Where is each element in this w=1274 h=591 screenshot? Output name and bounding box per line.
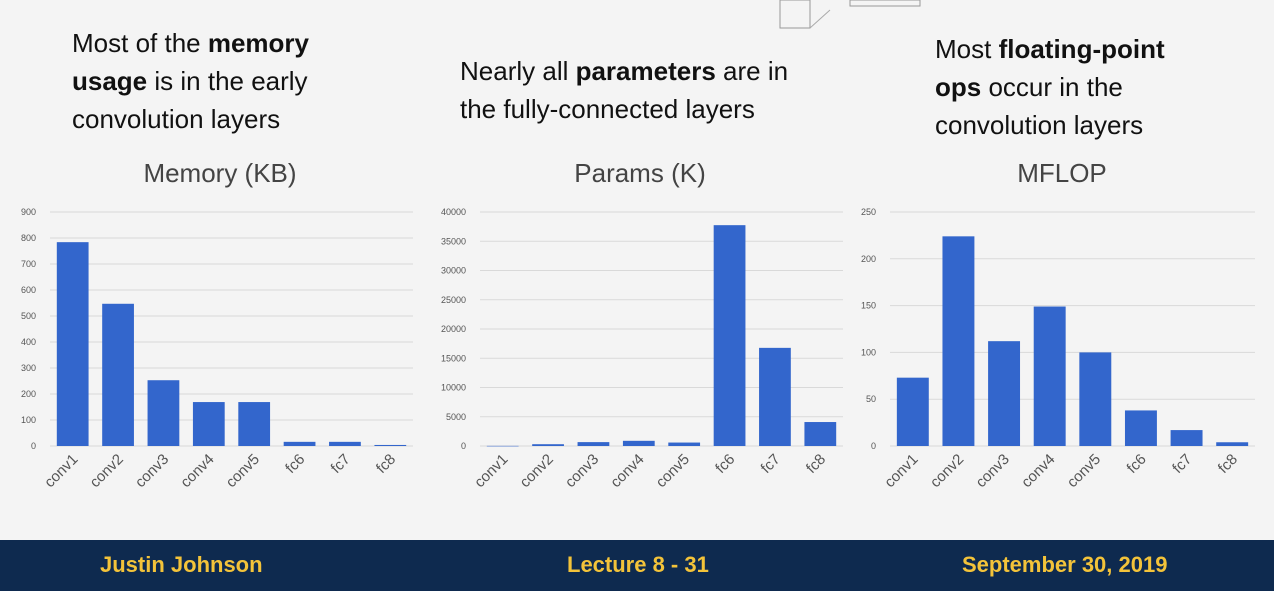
y-tick-label: 10000 bbox=[441, 383, 466, 393]
architecture-figure-fragment bbox=[779, 0, 921, 29]
mflop-bar-chart: 0 50 100 150 200 250 conv1 conv2 conv3 conv4 conv5… bbox=[861, 207, 1255, 491]
bar-conv3 bbox=[988, 341, 1021, 446]
bar-conv5 bbox=[1079, 352, 1112, 446]
bar-conv4 bbox=[1033, 306, 1066, 446]
y-tick-label: 150 bbox=[861, 301, 876, 311]
footer-date: September 30, 2019 bbox=[962, 552, 1168, 577]
bar-fc8 bbox=[804, 422, 837, 446]
y-tick-label: 500 bbox=[21, 311, 36, 321]
bar-conv1 bbox=[486, 445, 519, 447]
y-tick-label: 900 bbox=[21, 207, 36, 217]
x-tick-label: fc7 bbox=[758, 451, 784, 477]
x-tick-label: conv4 bbox=[607, 451, 647, 491]
y-tick-label: 5000 bbox=[446, 412, 466, 422]
y-tick-label: 25000 bbox=[441, 295, 466, 305]
bar-conv3 bbox=[577, 442, 610, 446]
chart-title-mflop: MFLOP bbox=[1017, 158, 1107, 188]
bar-conv2 bbox=[942, 236, 975, 446]
footer-author: Justin Johnson bbox=[100, 552, 263, 577]
bar-fc8 bbox=[1216, 442, 1249, 446]
x-tick-label: conv5 bbox=[1064, 451, 1104, 491]
x-tick-label: conv5 bbox=[653, 451, 693, 491]
y-tick-label: 100 bbox=[861, 347, 876, 357]
y-tick-label: 200 bbox=[21, 389, 36, 399]
chart-title-memory: Memory (KB) bbox=[143, 158, 297, 188]
x-tick-label: conv4 bbox=[177, 451, 217, 491]
caption-memory: Most of the memory usage is in the early… bbox=[72, 28, 309, 134]
y-tick-label: 50 bbox=[866, 394, 876, 404]
x-tick-label: conv3 bbox=[973, 451, 1013, 491]
x-tick-label: fc8 bbox=[1215, 451, 1241, 477]
bar-conv1 bbox=[56, 242, 89, 446]
footer-lecture: Lecture 8 - 31 bbox=[567, 552, 709, 577]
caption-params: Nearly all parameters are in the fully-c… bbox=[460, 56, 789, 124]
y-tick-label: 250 bbox=[861, 207, 876, 217]
y-tick-label: 700 bbox=[21, 259, 36, 269]
x-tick-label: conv1 bbox=[471, 451, 511, 491]
x-tick-label: conv2 bbox=[517, 451, 557, 491]
bar-conv2 bbox=[102, 303, 134, 446]
bar-fc8 bbox=[374, 444, 407, 446]
x-tick-label: conv4 bbox=[1018, 451, 1058, 491]
bar-conv4 bbox=[192, 402, 225, 446]
y-tick-label: 0 bbox=[871, 441, 876, 451]
y-tick-label: 800 bbox=[21, 233, 36, 243]
x-tick-label: fc6 bbox=[282, 451, 308, 477]
x-tick-label: conv2 bbox=[87, 451, 127, 491]
x-tick-label: fc7 bbox=[328, 451, 354, 477]
x-tick-label: fc8 bbox=[373, 451, 399, 477]
x-tick-label: conv2 bbox=[927, 451, 967, 491]
bar-fc6 bbox=[283, 441, 316, 446]
bar-fc7 bbox=[329, 441, 361, 446]
y-tick-label: 100 bbox=[21, 415, 36, 425]
x-tick-label: fc6 bbox=[712, 451, 738, 477]
y-tick-label: 400 bbox=[21, 337, 36, 347]
bar-conv2 bbox=[532, 444, 564, 446]
x-tick-label: conv3 bbox=[562, 451, 602, 491]
bar-conv5 bbox=[238, 402, 271, 446]
y-tick-label: 40000 bbox=[441, 207, 466, 217]
y-tick-label: 35000 bbox=[441, 236, 466, 246]
bar-conv3 bbox=[147, 380, 180, 446]
caption-flops: Most floating-point ops occur in the con… bbox=[935, 34, 1165, 140]
bar-conv5 bbox=[668, 442, 701, 446]
x-tick-label: fc7 bbox=[1169, 451, 1195, 477]
bar-fc6 bbox=[713, 225, 746, 446]
x-tick-label: conv1 bbox=[41, 451, 81, 491]
y-tick-label: 0 bbox=[461, 441, 466, 451]
footer-bar: Justin Johnson Lecture 8 - 31 September … bbox=[0, 540, 1274, 591]
y-tick-label: 15000 bbox=[441, 353, 466, 363]
x-tick-label: conv5 bbox=[223, 451, 263, 491]
y-tick-label: 20000 bbox=[441, 324, 466, 334]
x-tick-label: fc6 bbox=[1124, 451, 1150, 477]
params-bar-chart: 0 5000 10000 15000 20000 25000 30000 35000 40000… bbox=[441, 207, 843, 491]
x-tick-label: conv3 bbox=[132, 451, 172, 491]
chart-title-params: Params (K) bbox=[574, 158, 706, 188]
x-tick-label: fc8 bbox=[803, 451, 829, 477]
x-tick-label: conv1 bbox=[881, 451, 921, 491]
bar-fc7 bbox=[1170, 430, 1203, 446]
bar-conv4 bbox=[622, 440, 655, 446]
bar-conv1 bbox=[896, 377, 929, 446]
y-tick-label: 600 bbox=[21, 285, 36, 295]
y-tick-label: 200 bbox=[861, 254, 876, 264]
y-tick-label: 0 bbox=[31, 441, 36, 451]
y-tick-label: 30000 bbox=[441, 266, 466, 276]
bar-fc6 bbox=[1124, 410, 1157, 446]
bar-fc7 bbox=[759, 347, 791, 446]
y-tick-label: 300 bbox=[21, 363, 36, 373]
